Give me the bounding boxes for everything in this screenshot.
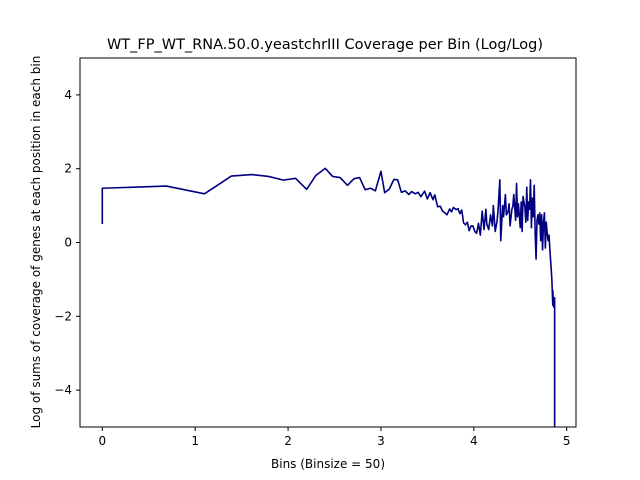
y-tick-label: 0 xyxy=(64,236,72,250)
y-tick-label: 2 xyxy=(64,162,72,176)
x-tick-label: 3 xyxy=(377,434,385,448)
y-tick-label: −4 xyxy=(54,383,72,397)
x-axis-label: Bins (Binsize = 50) xyxy=(271,457,385,471)
x-tick-label: 0 xyxy=(98,434,106,448)
plot-layer xyxy=(101,167,556,427)
y-axis: −4 −2 0 2 4 xyxy=(54,88,80,397)
chart-title: WT_FP_WT_RNA.50.0.yeastchrIII Coverage p… xyxy=(107,37,543,53)
x-tick-label: 5 xyxy=(563,434,571,448)
x-tick-label: 2 xyxy=(284,434,292,448)
series-line-0 xyxy=(101,167,556,427)
x-tick-label: 1 xyxy=(191,434,199,448)
y-tick-label: 4 xyxy=(64,88,72,102)
y-tick-label: −2 xyxy=(54,309,72,323)
y-axis-label: Log of sums of coverage of genes at each… xyxy=(29,56,43,429)
x-tick-label: 4 xyxy=(470,434,478,448)
x-axis: 0 1 2 3 4 5 xyxy=(98,427,571,448)
